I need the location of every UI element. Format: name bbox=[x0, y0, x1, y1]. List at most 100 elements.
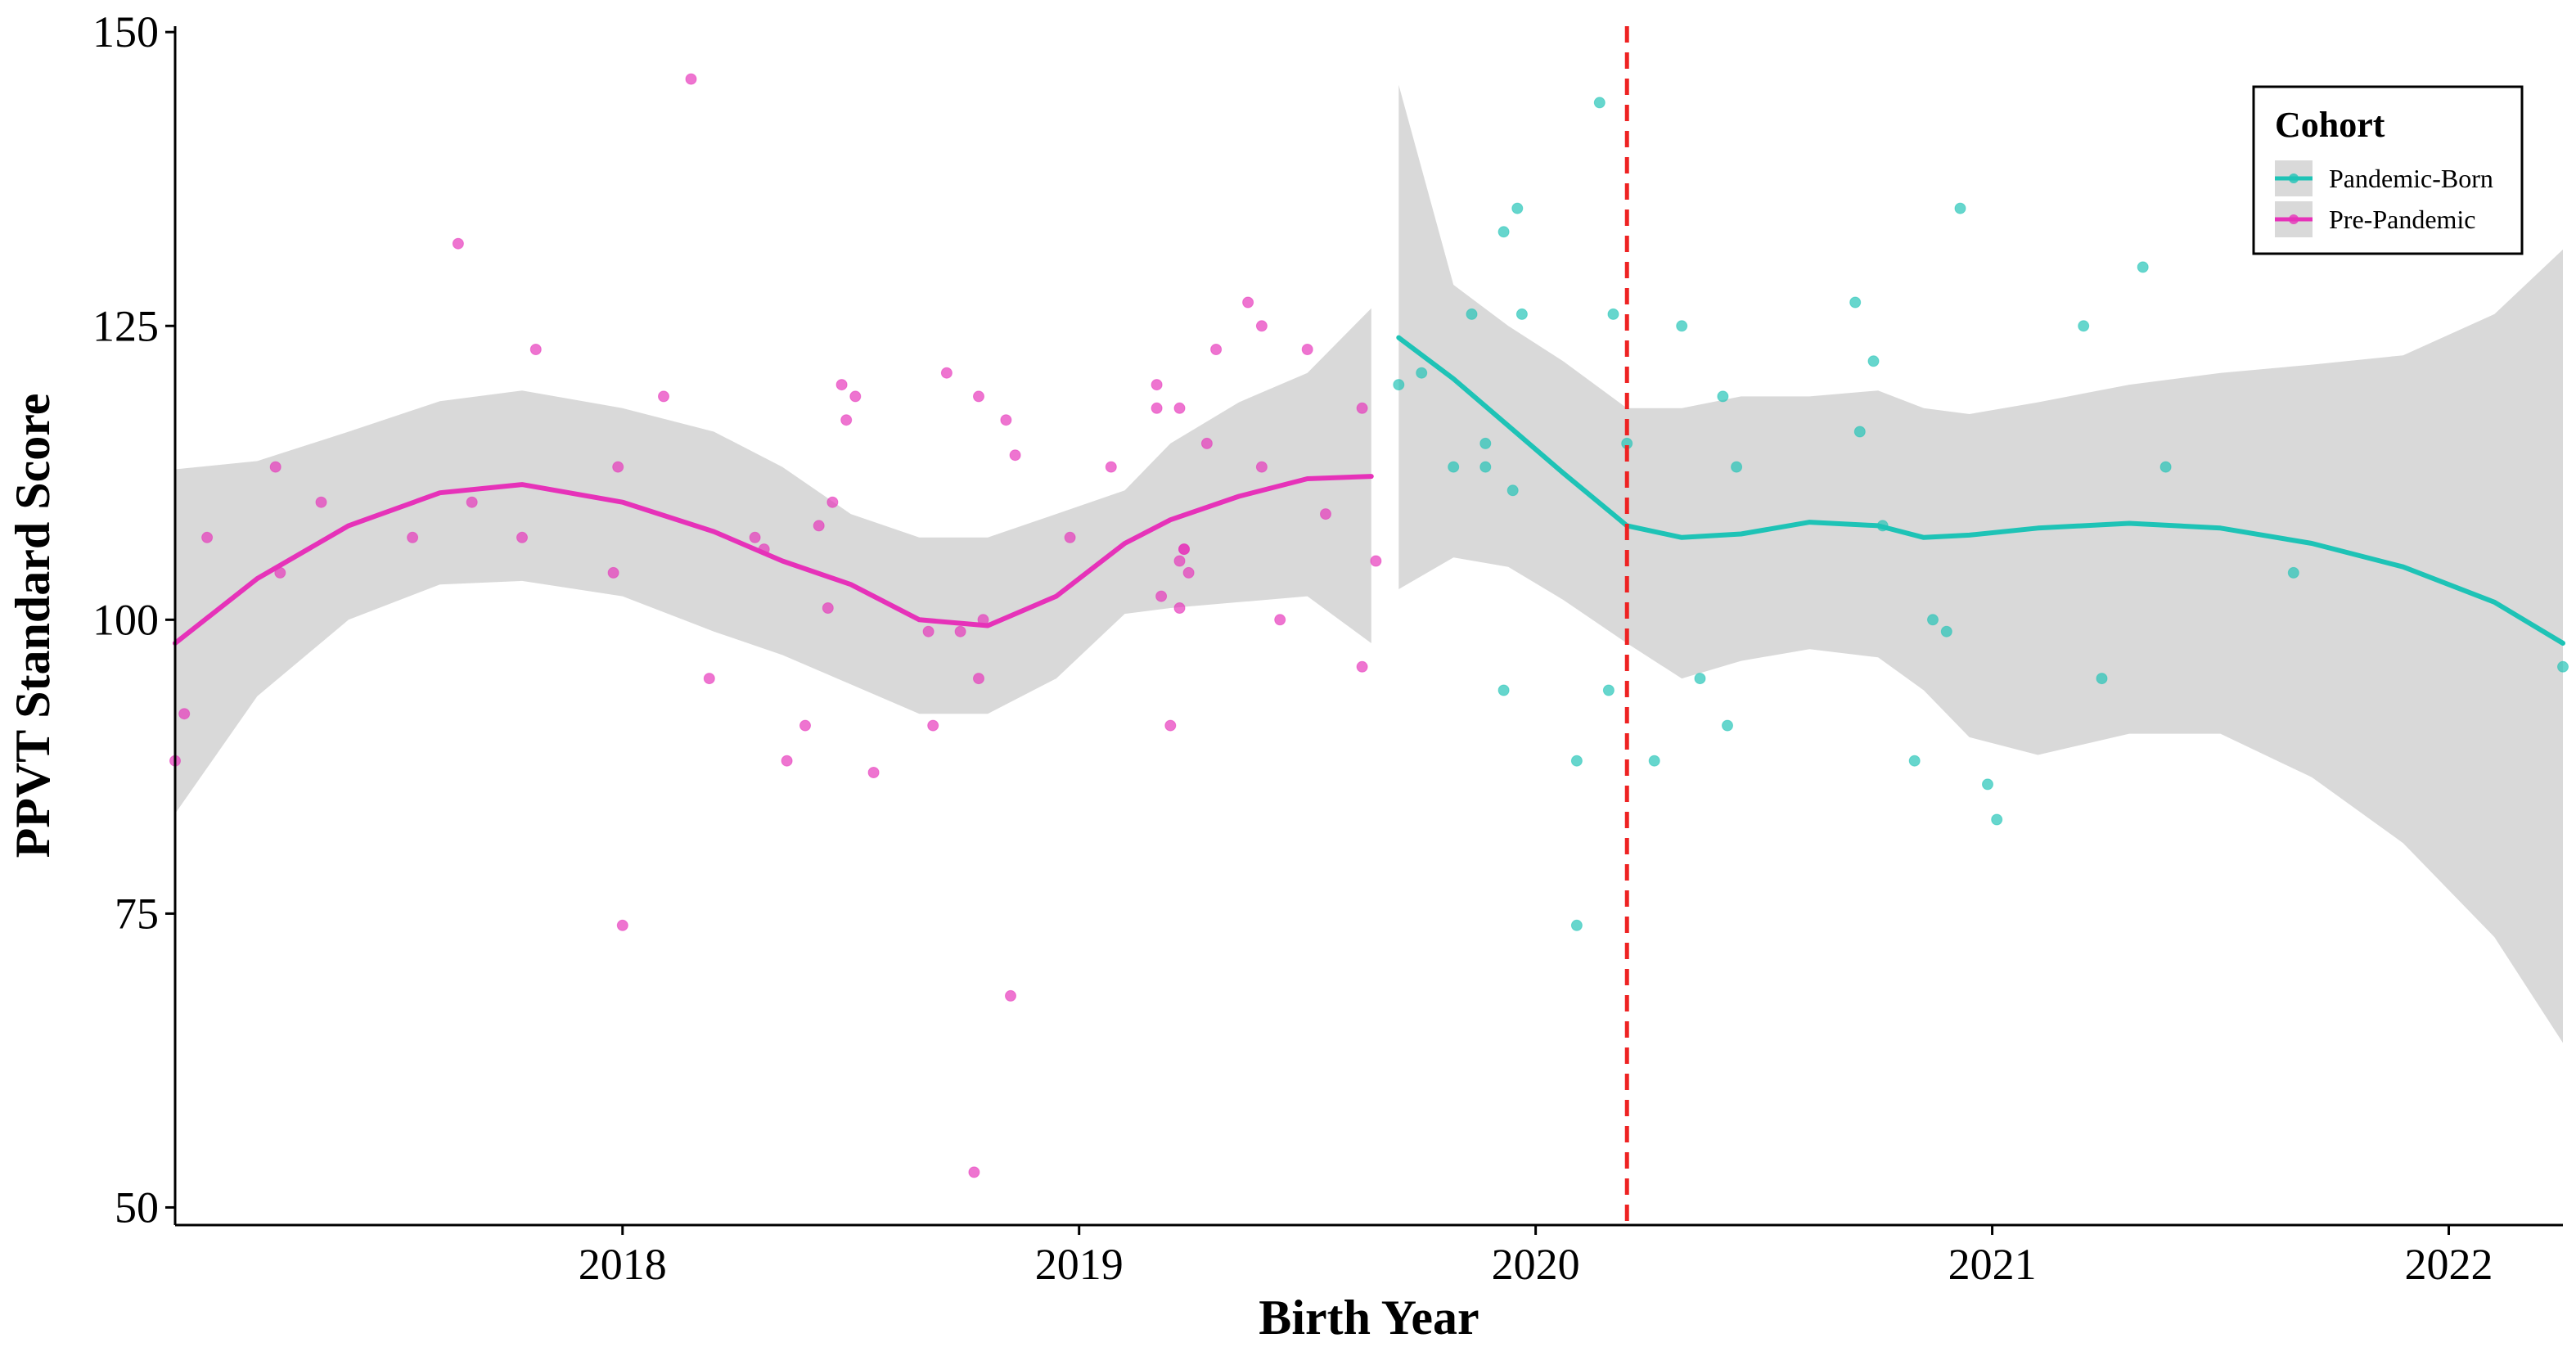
pandemic-born-point bbox=[1479, 437, 1492, 449]
pre-pandemic-point bbox=[973, 673, 984, 685]
pre-pandemic-point bbox=[274, 566, 286, 579]
pre-pandemic-point bbox=[1064, 531, 1076, 543]
pandemic-born-point bbox=[2557, 660, 2569, 673]
pre-pandemic-point bbox=[1274, 614, 1286, 626]
pre-pandemic-point bbox=[840, 414, 853, 426]
x-tick-label: 2018 bbox=[579, 1240, 667, 1289]
pre-pandemic-point bbox=[1210, 344, 1223, 355]
pre-pandemic-confidence-band bbox=[175, 308, 1371, 814]
legend: Cohort Pandemic-Born Pre-Pandemic bbox=[2252, 85, 2524, 255]
pandemic-born-legend-marker bbox=[2289, 173, 2299, 183]
pandemic-born-point bbox=[1497, 684, 1510, 696]
pre-pandemic-legend-marker bbox=[2289, 214, 2299, 224]
x-tick-label: 2021 bbox=[1948, 1240, 2037, 1289]
pandemic-born-point bbox=[1991, 813, 2003, 826]
pre-pandemic-point bbox=[178, 708, 191, 720]
pandemic-born-point bbox=[1867, 355, 1880, 367]
pre-pandemic-point bbox=[758, 543, 770, 556]
x-tick-label: 2020 bbox=[1492, 1240, 1580, 1289]
pandemic-born-point bbox=[1927, 614, 1939, 626]
pre-pandemic-point bbox=[1105, 461, 1117, 473]
pre-pandemic-point bbox=[269, 461, 281, 473]
pre-pandemic-smooth-line bbox=[173, 474, 1374, 646]
x-tick-label: 2022 bbox=[2405, 1240, 2493, 1289]
pandemic-born-point bbox=[1908, 755, 1921, 767]
pandemic-born-point bbox=[1570, 755, 1583, 767]
pre-pandemic-point bbox=[867, 767, 880, 778]
smooth-lines bbox=[173, 335, 2565, 646]
pandemic-born-point bbox=[1607, 308, 1619, 320]
pandemic-born-point bbox=[2096, 673, 2108, 685]
pandemic-born-point bbox=[1416, 367, 1428, 379]
pandemic-born-smooth-line bbox=[1396, 335, 2565, 646]
pandemic-born-point bbox=[1694, 673, 1706, 685]
pre-pandemic-point bbox=[1200, 437, 1213, 449]
pandemic-born-point bbox=[1515, 308, 1528, 320]
pandemic-born-point bbox=[1511, 202, 1524, 214]
pre-pandemic-point bbox=[849, 390, 862, 403]
pandemic-born-point bbox=[1676, 320, 1688, 332]
pre-pandemic-point bbox=[1151, 379, 1163, 391]
pre-pandemic-point bbox=[452, 237, 464, 250]
pre-pandemic-point bbox=[315, 496, 327, 508]
pre-pandemic-point bbox=[977, 614, 989, 626]
pre-pandemic-point bbox=[703, 673, 715, 685]
pandemic-born-point bbox=[1497, 226, 1510, 238]
pre-pandemic-point bbox=[1178, 543, 1190, 556]
pre-pandemic-point bbox=[749, 531, 761, 543]
pre-pandemic-point bbox=[940, 367, 952, 379]
pandemic-born-point bbox=[1876, 520, 1889, 532]
pre-pandemic-point bbox=[1005, 989, 1016, 1002]
pandemic-born-point bbox=[1853, 426, 1866, 438]
pre-pandemic-legend-label: Pre-Pandemic bbox=[2329, 205, 2476, 234]
pre-pandemic-point bbox=[1255, 461, 1268, 473]
pre-pandemic-point bbox=[1000, 414, 1012, 426]
pre-pandemic-point bbox=[1370, 555, 1382, 567]
pre-pandemic-point bbox=[922, 625, 934, 637]
pre-pandemic-point bbox=[612, 461, 624, 473]
pandemic-born-point bbox=[2159, 461, 2172, 473]
pandemic-born-point bbox=[1849, 296, 1862, 309]
x-axis-title: Birth Year bbox=[1259, 1291, 1479, 1345]
pre-pandemic-point bbox=[466, 496, 478, 508]
pre-pandemic-point bbox=[1173, 555, 1186, 567]
pre-pandemic-point bbox=[1151, 402, 1163, 414]
pandemic-born-point bbox=[1479, 461, 1492, 473]
pre-pandemic-point bbox=[201, 531, 214, 543]
pandemic-born-point bbox=[1506, 484, 1519, 497]
pandemic-born-point bbox=[1393, 379, 1405, 391]
pre-pandemic-point bbox=[658, 390, 669, 403]
y-tick-label: 150 bbox=[92, 7, 159, 56]
pre-pandemic-point bbox=[1182, 566, 1195, 579]
pre-pandemic-point bbox=[954, 625, 966, 637]
y-axis-title: PPVT Standard Score bbox=[6, 394, 60, 858]
pre-pandemic-point bbox=[781, 755, 793, 767]
pre-pandemic-point bbox=[1164, 719, 1177, 732]
pandemic-born-point bbox=[1570, 919, 1583, 931]
y-tick-label: 100 bbox=[92, 595, 159, 644]
pandemic-born-point bbox=[1731, 461, 1743, 473]
pre-pandemic-point bbox=[822, 602, 834, 614]
pandemic-born-point bbox=[1602, 684, 1615, 696]
x-tick-label: 2019 bbox=[1035, 1240, 1124, 1289]
pre-pandemic-point bbox=[1242, 296, 1254, 309]
pre-pandemic-point bbox=[1301, 344, 1313, 355]
pre-pandemic-point bbox=[516, 531, 528, 543]
pre-pandemic-point bbox=[607, 566, 619, 579]
pandemic-born-point bbox=[1717, 390, 1729, 403]
pandemic-born-confidence-band bbox=[1398, 84, 2563, 1043]
pandemic-born-point bbox=[1982, 778, 1993, 791]
y-tick-label: 125 bbox=[92, 301, 159, 350]
pre-pandemic-point bbox=[973, 390, 984, 403]
axes: 2018 2019 2020 2021 2022 50 75 100 125 150 bbox=[92, 7, 2563, 1289]
pandemic-born-point bbox=[1448, 461, 1460, 473]
pre-pandemic-point bbox=[813, 520, 825, 532]
y-tick-label: 75 bbox=[115, 889, 159, 938]
y-axis-ticks: 50 75 100 125 150 bbox=[92, 7, 175, 1232]
pre-pandemic-point bbox=[1009, 449, 1021, 462]
pandemic-born-point bbox=[1648, 755, 1660, 767]
pandemic-born-point bbox=[2287, 566, 2299, 579]
pre-pandemic-point bbox=[1173, 602, 1186, 614]
pre-pandemic-point bbox=[835, 379, 848, 391]
